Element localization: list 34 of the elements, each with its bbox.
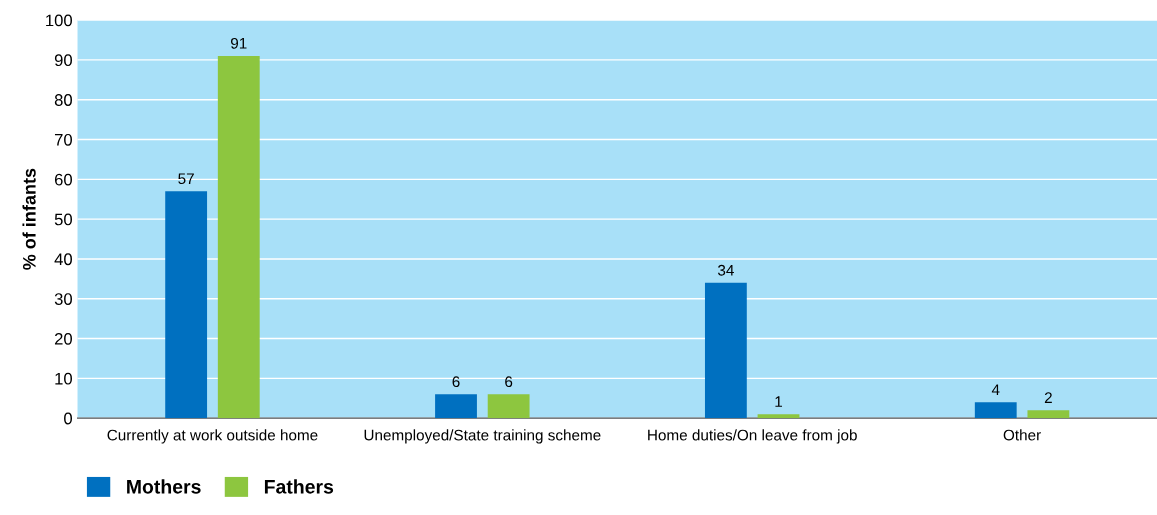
data-label: 91 bbox=[230, 37, 247, 49]
y-tick-label: 50 bbox=[54, 213, 73, 226]
y-tick-label: 30 bbox=[54, 293, 73, 305]
data-label: 6 bbox=[505, 376, 513, 388]
y-tick-label: 20 bbox=[54, 332, 73, 345]
y-tick-label: 10 bbox=[55, 372, 73, 385]
y-tick-label: 100 bbox=[46, 14, 73, 27]
y-tick-label: 60 bbox=[54, 173, 73, 186]
x-tick-label: Unemployed/State training scheme bbox=[364, 429, 601, 444]
legend-label: Mothers bbox=[127, 479, 201, 494]
y-tick-label: 80 bbox=[54, 94, 73, 106]
bar bbox=[165, 191, 208, 419]
y-axis-title: % of infants bbox=[22, 168, 36, 270]
x-tick-label: Other bbox=[1003, 429, 1041, 441]
bar bbox=[757, 414, 800, 419]
legend-label: Fathers bbox=[264, 479, 334, 494]
data-label: 2 bbox=[1044, 392, 1052, 403]
data-label: 6 bbox=[452, 376, 460, 388]
x-tick-label: Currently at work outside home bbox=[107, 429, 318, 444]
y-tick-label: 0 bbox=[64, 412, 73, 425]
y-tick-label: 40 bbox=[54, 253, 73, 266]
x-tick-label: Home duties/On leave from job bbox=[648, 429, 857, 444]
bar bbox=[974, 402, 1017, 419]
bar bbox=[704, 282, 747, 419]
data-label: 34 bbox=[717, 264, 734, 276]
data-label: 1 bbox=[775, 396, 783, 407]
bar bbox=[487, 394, 530, 419]
bar bbox=[217, 55, 260, 419]
bar bbox=[435, 394, 477, 419]
data-label: 57 bbox=[178, 173, 194, 185]
bar bbox=[1027, 410, 1070, 419]
y-tick-label: 70 bbox=[54, 133, 73, 146]
y-tick-label: 90 bbox=[54, 54, 73, 67]
data-label: 4 bbox=[991, 384, 1000, 395]
